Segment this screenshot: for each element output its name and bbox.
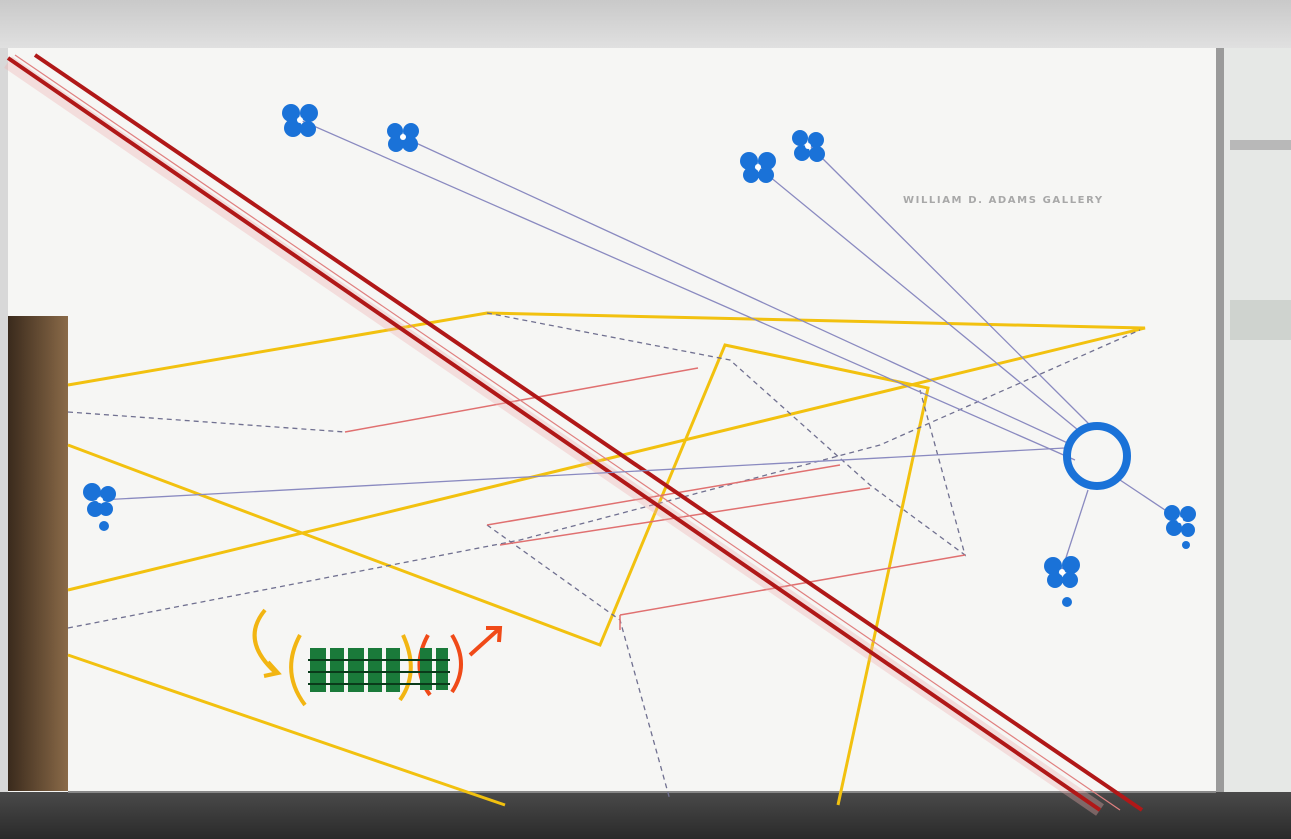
doorway	[8, 316, 68, 791]
window-frame	[1230, 300, 1291, 340]
window-frame	[1216, 48, 1224, 793]
window-frame	[1230, 140, 1291, 150]
floor	[0, 792, 1291, 839]
wall-edge	[0, 48, 8, 793]
gallery-photo: WILLIAM D. ADAMS GALLERY	[0, 0, 1291, 839]
gallery-sign: WILLIAM D. ADAMS GALLERY	[903, 195, 1104, 206]
ceiling	[0, 0, 1291, 48]
wall	[0, 0, 1291, 839]
page: {"sign": {"text": "WILLIAM D. ADAMS GALL…	[0, 0, 1291, 839]
window	[1216, 48, 1291, 793]
